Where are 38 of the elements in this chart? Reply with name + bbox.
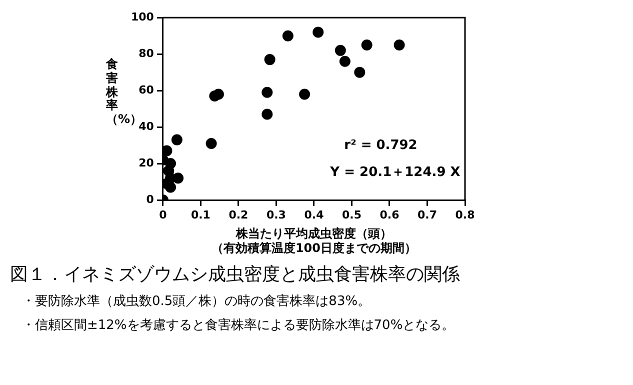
- text: （有効積算温度100日度までの期間）: [211, 240, 417, 255]
- point: [299, 88, 310, 100]
- x-tick-label: 0.3: [266, 208, 286, 222]
- x-tick-label: 0.5: [342, 208, 362, 222]
- text: ・信頼区間±12%を考慮すると食害株率による要防除水準は70%となる。: [22, 317, 456, 334]
- point: [264, 54, 276, 66]
- point: [262, 86, 273, 98]
- x-tick-label: 0.6: [380, 208, 400, 222]
- annotation: r² = 0.792: [344, 138, 418, 153]
- point: [162, 145, 172, 156]
- y-tick-label: 100: [130, 10, 154, 24]
- text: ・要防除水準（成虫数0.5頭／株）の時の食害株率は83%。: [22, 293, 372, 310]
- point: [354, 66, 366, 78]
- point: [262, 108, 273, 120]
- text: 図１．イネミズゾウムシ成虫密度と成虫食害株率の関係: [10, 263, 461, 286]
- x-tick-label: 0: [159, 208, 168, 222]
- y-tick-label: 0: [146, 192, 154, 206]
- y-tick-label: 80: [138, 46, 154, 60]
- point: [171, 134, 182, 146]
- point: [361, 39, 372, 50]
- annotation: Y = 20.1＋124.9 X: [329, 164, 460, 180]
- x-tick-label: 0.4: [304, 208, 324, 222]
- y-tick-label: 40: [138, 120, 154, 133]
- point: [206, 138, 217, 149]
- point: [282, 30, 294, 42]
- y-tick-label: 20: [138, 156, 154, 170]
- point: [334, 44, 346, 56]
- y-tick-label: 60: [138, 83, 154, 96]
- x-axis-title: 株当たり平均成虫密度（頭）: [234, 226, 392, 241]
- x-tick-label: 0.8: [455, 208, 475, 222]
- point: [339, 56, 350, 67]
- x-tick-label: 0.7: [417, 208, 437, 222]
- point: [165, 182, 176, 193]
- point: [212, 88, 224, 100]
- x-tick-label: 0.1: [190, 208, 210, 222]
- x-tick-label: 0.2: [228, 208, 248, 222]
- point: [312, 26, 324, 38]
- point: [394, 39, 405, 50]
